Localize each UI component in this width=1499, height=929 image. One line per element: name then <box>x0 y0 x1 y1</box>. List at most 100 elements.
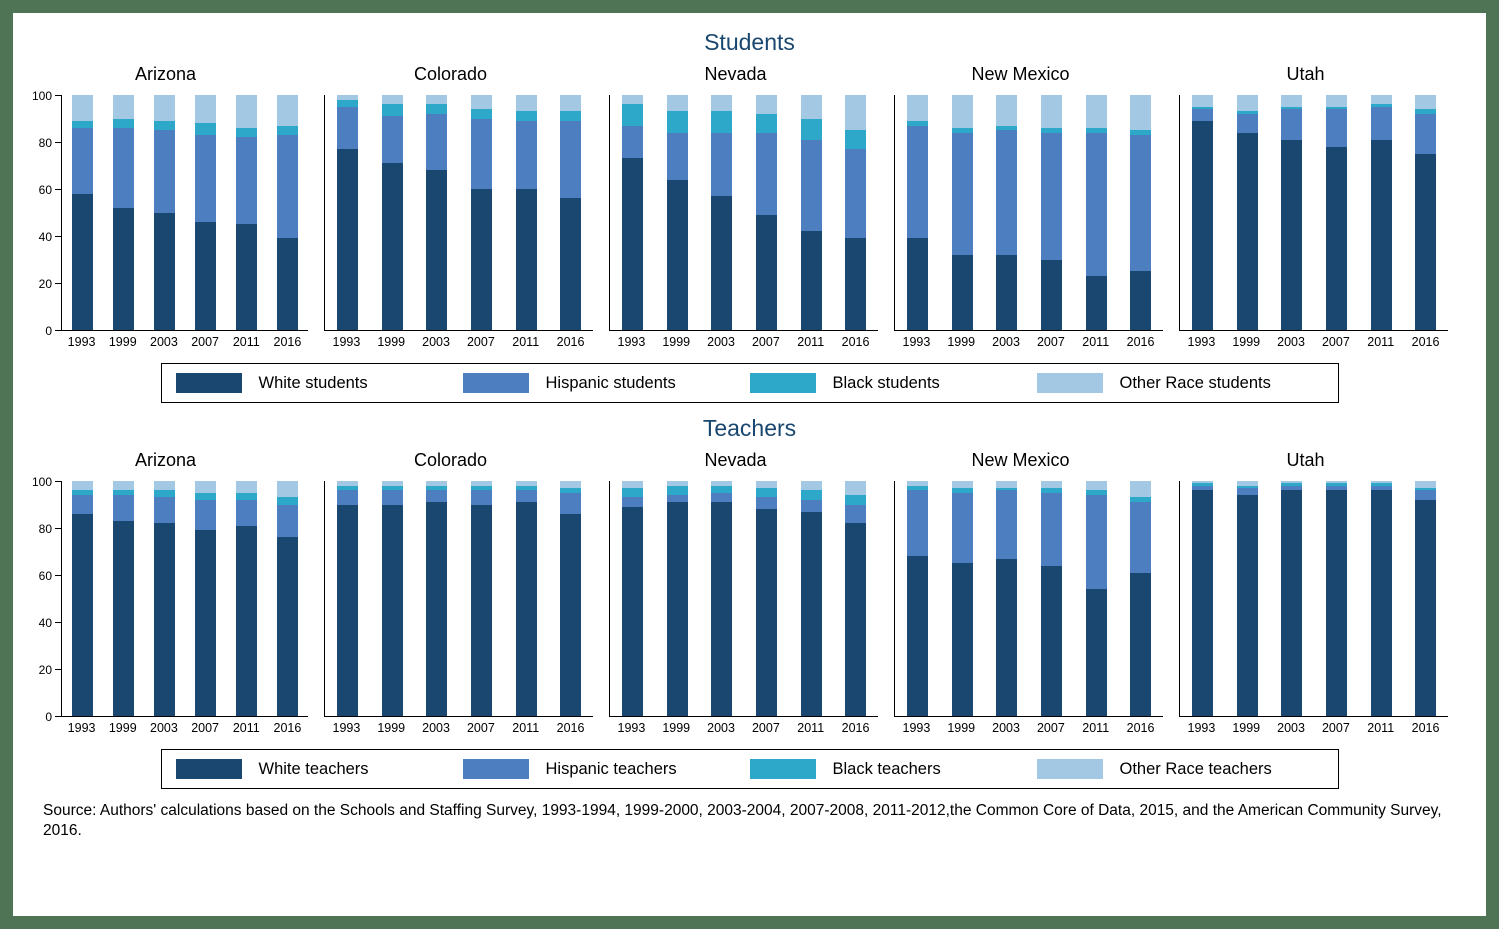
y-tick-label: 80 <box>38 136 52 150</box>
stacked-bar-2007 <box>1040 481 1062 716</box>
plot-area <box>324 481 593 717</box>
x-tick-label: 2016 <box>1126 335 1155 349</box>
legend-swatch <box>462 759 529 779</box>
bar-cell <box>144 481 185 716</box>
bar-segment-other-race-students <box>906 95 928 121</box>
bar-segment-other-race-students <box>1370 95 1392 105</box>
bar-segment-other-race-teachers <box>560 481 582 489</box>
stacked-bar-2003 <box>996 481 1018 716</box>
bar-segment-black-teachers <box>906 485 928 491</box>
x-tick-label: 2011 <box>512 721 540 735</box>
legend-entry: Other Race students <box>1036 373 1324 393</box>
bar-cell <box>62 481 103 716</box>
bar-segment-white-teachers <box>72 513 93 716</box>
stacked-bar-2011 <box>1370 481 1392 716</box>
x-tick-label: 1993 <box>332 335 361 349</box>
x-tick-label: 1993 <box>902 721 931 735</box>
y-axis-gutter <box>308 95 324 331</box>
stacked-bar-1999 <box>951 481 973 716</box>
source-note: Source: Authors' calculations based on t… <box>43 802 1442 840</box>
subplot-title: Nevada <box>704 450 767 470</box>
x-tick-label: 1999 <box>662 335 691 349</box>
y-tick-mark <box>55 481 61 482</box>
x-tick-label: 1999 <box>947 335 976 349</box>
x-tick-label: 1993 <box>67 335 96 349</box>
stacked-bar-2016 <box>1415 95 1437 330</box>
x-tick-label: 2003 <box>150 721 178 735</box>
stacked-bar-2016 <box>277 481 298 716</box>
x-tick-label: 2007 <box>1321 721 1350 735</box>
bar-segment-white-students <box>1415 153 1437 330</box>
x-tick-label: 2003 <box>707 721 735 735</box>
bar-segment-black-teachers <box>621 488 643 498</box>
x-axis-gutter <box>308 331 324 349</box>
y-tick-mark <box>55 189 61 190</box>
legend-entry: Hispanic teachers <box>462 759 750 779</box>
bar-segment-hispanic-teachers <box>236 499 257 526</box>
x-axis-gutter <box>593 331 609 349</box>
bar-segment-black-students <box>1130 130 1152 135</box>
stacked-bar-2016 <box>1130 481 1152 716</box>
bar-segment-white-teachers <box>336 504 358 716</box>
subplot-title: Arizona <box>134 64 197 84</box>
bar-segment-hispanic-teachers <box>951 492 973 564</box>
subplot-title: Nevada <box>704 64 767 84</box>
teachers-subplots-row: Arizona 0 20 40 60 80 100 1993 1999 2003 2007 2011 2… <box>21 444 1478 735</box>
bar-segment-white-teachers <box>113 520 134 716</box>
bar-segment-hispanic-teachers <box>711 492 733 503</box>
x-tick-label: 2003 <box>1277 721 1305 735</box>
x-tick-label: 2011 <box>797 335 825 349</box>
x-tick-label: 1999 <box>1232 335 1261 349</box>
stacked-bar-1999 <box>381 481 403 716</box>
bar-segment-hispanic-students <box>1325 109 1347 147</box>
x-axis-row: 1993 1999 2003 2007 2011 2016 <box>308 717 593 735</box>
y-tick-label: 60 <box>38 569 52 583</box>
bar-cell <box>370 481 415 716</box>
bar-segment-other-race-teachers <box>1040 481 1062 489</box>
stacked-bar-2011 <box>800 481 822 716</box>
stacked-bar-2003 <box>154 95 175 330</box>
bar-segment-white-students <box>1130 271 1152 330</box>
bar-segment-other-race-teachers <box>72 481 93 491</box>
bar-segment-hispanic-teachers <box>845 504 867 524</box>
y-tick-mark <box>55 669 61 670</box>
bar-segment-hispanic-teachers <box>154 497 175 524</box>
x-tick-label: 1993 <box>617 721 646 735</box>
bar-cell <box>610 481 655 716</box>
x-tick-label: 2016 <box>1411 721 1440 735</box>
subplot-arizona: Arizona 0 20 40 60 80 100 1993 1999 2003 2007 2011 2… <box>23 58 308 349</box>
bar-cell <box>226 481 267 716</box>
bar-segment-white-students <box>154 212 175 330</box>
x-tick-label: 1993 <box>67 721 96 735</box>
x-tick-label: 2007 <box>466 335 495 349</box>
bar-segment-hispanic-teachers <box>666 495 688 503</box>
y-tick-mark <box>55 95 61 96</box>
x-tick-label: 2016 <box>841 335 870 349</box>
bar-segment-hispanic-teachers <box>621 497 643 507</box>
x-tick-label: 2003 <box>422 721 450 735</box>
x-tick-labels: 1993 1999 2003 2007 2011 2016 <box>61 331 308 349</box>
stacked-bar-1993 <box>906 95 928 330</box>
legend-label: Black teachers <box>832 759 941 778</box>
bar-cell <box>267 95 308 330</box>
y-tick-label: 60 <box>38 183 52 197</box>
bar-segment-hispanic-students <box>1040 132 1062 260</box>
subplot-utah: Utah 1993 1999 2003 2007 2011 2016 <box>1163 58 1448 349</box>
bar-segment-black-students <box>1281 106 1303 110</box>
bar-segment-white-teachers <box>845 523 867 716</box>
bar-segment-white-students <box>195 221 216 330</box>
x-axis-gutter <box>593 717 609 735</box>
x-tick-label: 2016 <box>556 335 585 349</box>
bar-segment-black-teachers <box>72 490 93 496</box>
stacked-bar-2007 <box>755 481 777 716</box>
bar-segment-other-race-students <box>1281 95 1303 107</box>
bar-segment-other-race-teachers <box>711 481 733 486</box>
x-axis-row: 1993 1999 2003 2007 2011 2016 <box>878 331 1163 349</box>
plot-area <box>609 481 878 717</box>
bar-segment-other-race-teachers <box>1236 481 1258 486</box>
subplot-title: New Mexico <box>971 450 1070 470</box>
bar-segment-other-race-teachers <box>1130 481 1152 498</box>
bar-segment-white-students <box>711 196 733 330</box>
bar-segment-hispanic-students <box>755 132 777 215</box>
bar-segment-other-race-teachers <box>755 481 777 489</box>
